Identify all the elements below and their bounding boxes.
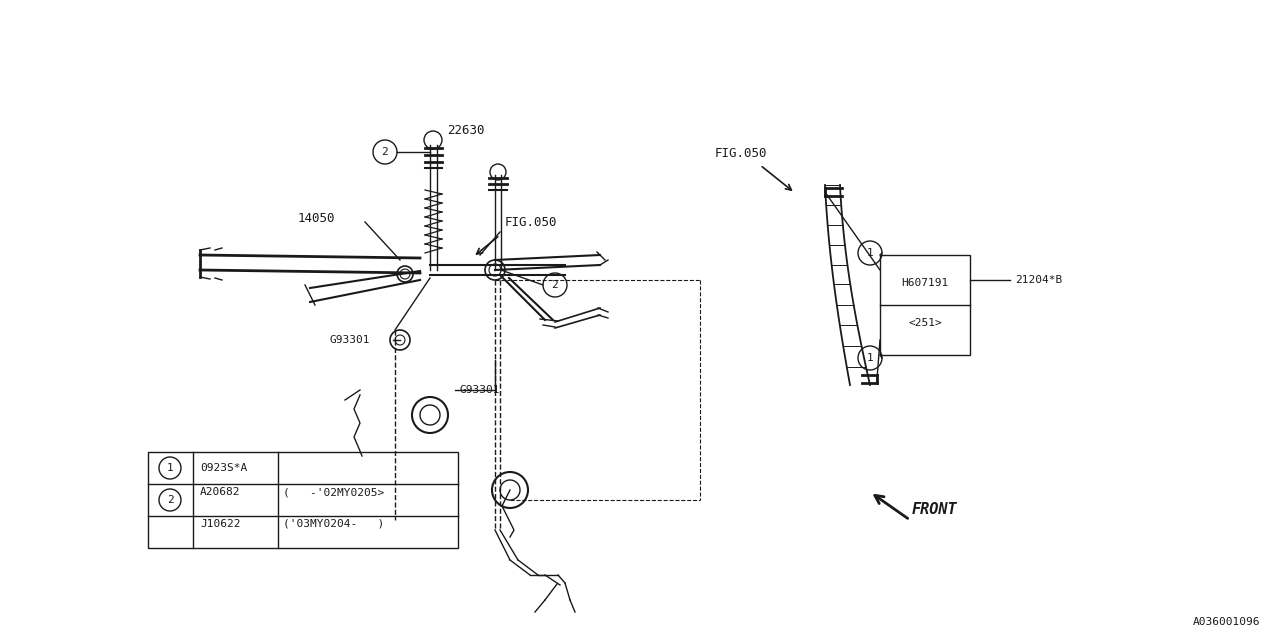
Text: 2: 2 xyxy=(552,280,558,290)
Text: (   -'02MY0205>: ( -'02MY0205> xyxy=(283,487,384,497)
Text: A20682: A20682 xyxy=(200,487,241,497)
Text: 2: 2 xyxy=(166,495,173,505)
Text: 14050: 14050 xyxy=(298,211,335,225)
Text: 1: 1 xyxy=(166,463,173,473)
Bar xyxy=(148,452,458,548)
Text: A036001096: A036001096 xyxy=(1193,617,1260,627)
Text: <251>: <251> xyxy=(908,318,942,328)
Bar xyxy=(881,255,970,355)
Text: 1: 1 xyxy=(867,353,873,363)
Text: 22630: 22630 xyxy=(447,124,485,136)
Text: 21204*B: 21204*B xyxy=(1015,275,1062,285)
Text: 1: 1 xyxy=(867,248,873,258)
Text: J10622: J10622 xyxy=(200,519,241,529)
Text: G93301: G93301 xyxy=(460,385,500,395)
Text: H607191: H607191 xyxy=(901,278,948,288)
Text: G93301: G93301 xyxy=(330,335,370,345)
Text: FIG.050: FIG.050 xyxy=(506,216,558,228)
Text: FIG.050: FIG.050 xyxy=(716,147,768,159)
Text: 0923S*A: 0923S*A xyxy=(200,463,247,473)
Text: 2: 2 xyxy=(381,147,388,157)
Text: FRONT: FRONT xyxy=(911,502,957,518)
Text: ('03MY0204-   ): ('03MY0204- ) xyxy=(283,519,384,529)
